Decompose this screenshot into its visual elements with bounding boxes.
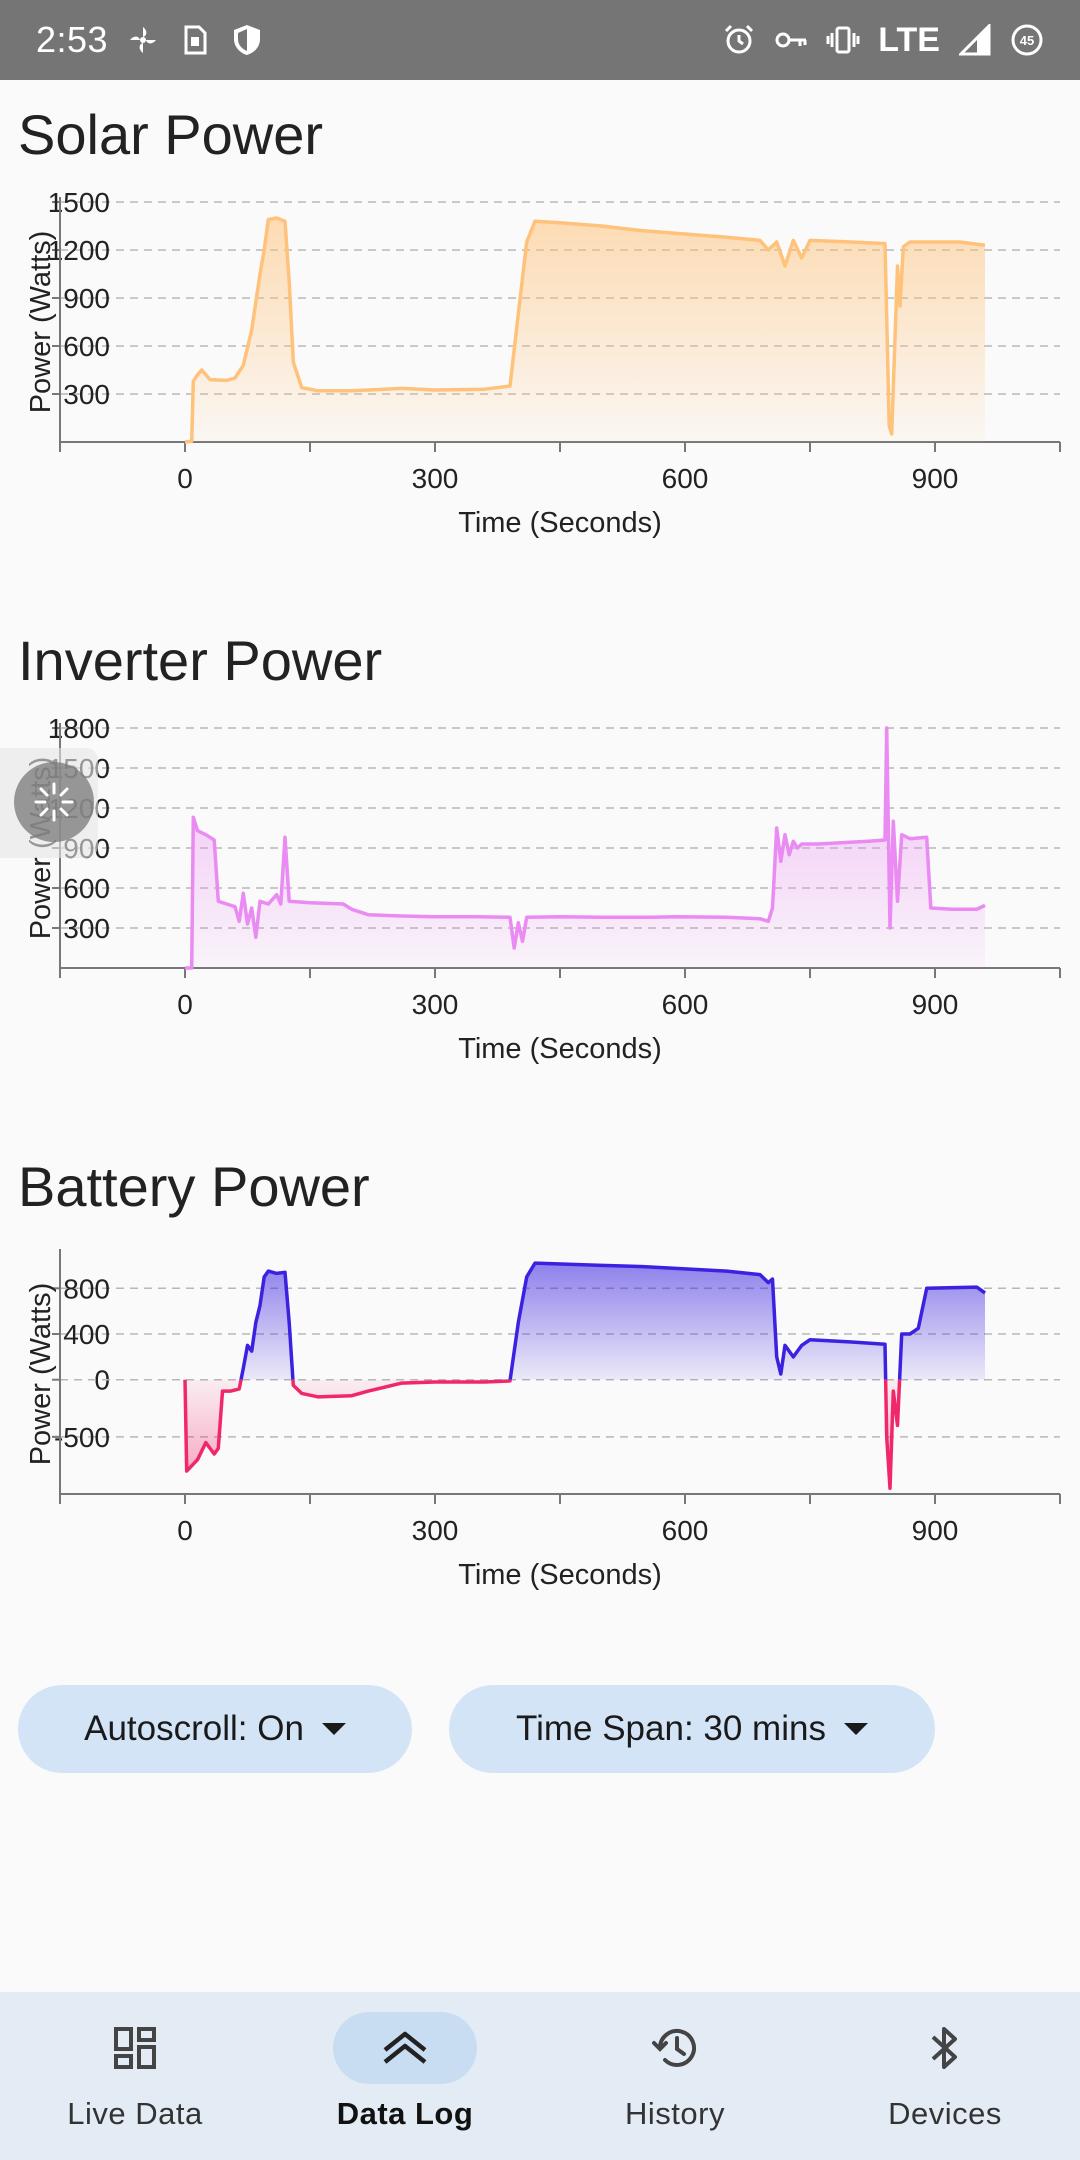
x-tick-label: 300	[412, 989, 459, 1020]
x-tick-label: 600	[662, 463, 709, 494]
autoscroll-label: Autoscroll: On	[84, 1709, 304, 1748]
series-area	[185, 218, 985, 442]
x-tick-label: 600	[662, 989, 709, 1020]
battery-chart-title: Battery Power	[18, 1155, 370, 1218]
series-area-positive	[185, 1263, 985, 1380]
time-span-label: Time Span: 30 mins	[516, 1709, 826, 1748]
y-tick-label: 400	[63, 1319, 110, 1350]
y-tick-label: 1800	[48, 713, 110, 744]
nav-icon-container	[873, 2012, 1017, 2084]
y-axis-label: Power (Watts)	[25, 1283, 57, 1466]
x-tick-label: 0	[177, 1515, 193, 1546]
x-tick-label: 900	[912, 989, 959, 1020]
x-tick-label: 600	[662, 1515, 709, 1546]
status-time: 2:53	[36, 19, 109, 60]
inverter-chart-section: Inverter Power 3006009001200150018000300…	[0, 628, 1080, 1153]
nav-label: Data Log	[336, 2096, 474, 2131]
y-tick-label: -500	[54, 1422, 110, 1453]
series-line-negative	[183, 1379, 902, 1491]
signal-icon	[958, 23, 992, 57]
y-axis-label: Power (Watts)	[25, 231, 57, 414]
y-tick-label: 900	[63, 283, 110, 314]
dashboard-icon	[114, 2027, 156, 2069]
solar-chart-title: Solar Power	[18, 103, 324, 166]
x-tick-label: 300	[412, 463, 459, 494]
inverter-chart: 3006009001200150018000300600900Time (Sec…	[25, 713, 1061, 1065]
sim-card-icon	[178, 23, 212, 57]
time-span-dropdown[interactable]: Time Span: 30 mins	[449, 1685, 935, 1773]
nav-label: Devices	[888, 2096, 1002, 2131]
alarm-icon	[722, 23, 756, 57]
dropdown-arrow-icon	[321, 1723, 346, 1735]
dropdown-arrow-icon	[843, 1723, 868, 1735]
x-tick-label: 900	[912, 463, 959, 494]
solar-chart-section: Solar Power 300 600 900 1200 1500 0 300 600 900 T…	[0, 102, 1080, 627]
nav-devices[interactable]: Devices	[810, 1992, 1080, 2160]
y-tick-label: 600	[63, 873, 110, 904]
vpn-key-icon	[774, 23, 808, 57]
nav-label: History	[625, 2096, 725, 2131]
nav-data-log[interactable]: Data Log	[270, 1992, 540, 2160]
x-tick-label: 300	[412, 1515, 459, 1546]
y-tick-label: 600	[63, 331, 110, 362]
inverter-chart-title: Inverter Power	[18, 629, 383, 692]
y-tick-label: 1200	[48, 235, 110, 266]
y-tick-label: 300	[63, 913, 110, 944]
x-tick-label: 0	[177, 463, 193, 494]
x-axis-label: Time (Seconds)	[458, 1033, 662, 1065]
nav-label: Live Data	[67, 2096, 203, 2131]
nav-icon-container	[603, 2012, 747, 2084]
history-icon	[652, 2028, 696, 2067]
y-tick-label: 300	[63, 379, 110, 410]
battery-level: 45	[1020, 33, 1034, 48]
fan-icon	[126, 23, 160, 57]
chevrons-up-icon	[383, 2031, 427, 2064]
x-tick-label: 900	[912, 1515, 959, 1546]
series-line	[185, 726, 986, 970]
nav-icon-container	[333, 2012, 477, 2084]
sparkle-icon	[34, 782, 74, 822]
bottom-navigation: Live Data Data Log	[0, 1992, 1080, 2160]
x-tick-label: 0	[177, 989, 193, 1020]
series-area	[185, 728, 985, 968]
nav-history[interactable]: History	[540, 1992, 810, 2160]
vibrate-icon	[826, 23, 860, 57]
battery-chart-section: Battery Power -500 0 400 800 0 300 600 900 Time …	[0, 1154, 1080, 1679]
x-axis-label: Time (Seconds)	[458, 1559, 662, 1591]
solar-chart: 300 600 900 1200 1500 0 300 600 900 Time (Seconds…	[25, 187, 1061, 539]
shield-icon	[230, 23, 264, 57]
y-tick-label: 800	[63, 1273, 110, 1304]
floating-assistant-button[interactable]	[14, 762, 94, 842]
battery-icon: 45	[1010, 23, 1044, 57]
status-bar: 2:53 LTE	[0, 0, 1080, 80]
series-line-positive	[184, 1261, 987, 1380]
series-line	[184, 216, 986, 444]
nav-live-data[interactable]: Live Data	[0, 1992, 270, 2160]
nav-icon-container	[63, 2012, 207, 2084]
bluetooth-icon	[931, 2027, 957, 2069]
autoscroll-dropdown[interactable]: Autoscroll: On	[18, 1685, 412, 1773]
x-axis-label: Time (Seconds)	[458, 507, 662, 539]
y-tick-label: 1500	[48, 187, 110, 218]
network-type: LTE	[878, 20, 940, 59]
